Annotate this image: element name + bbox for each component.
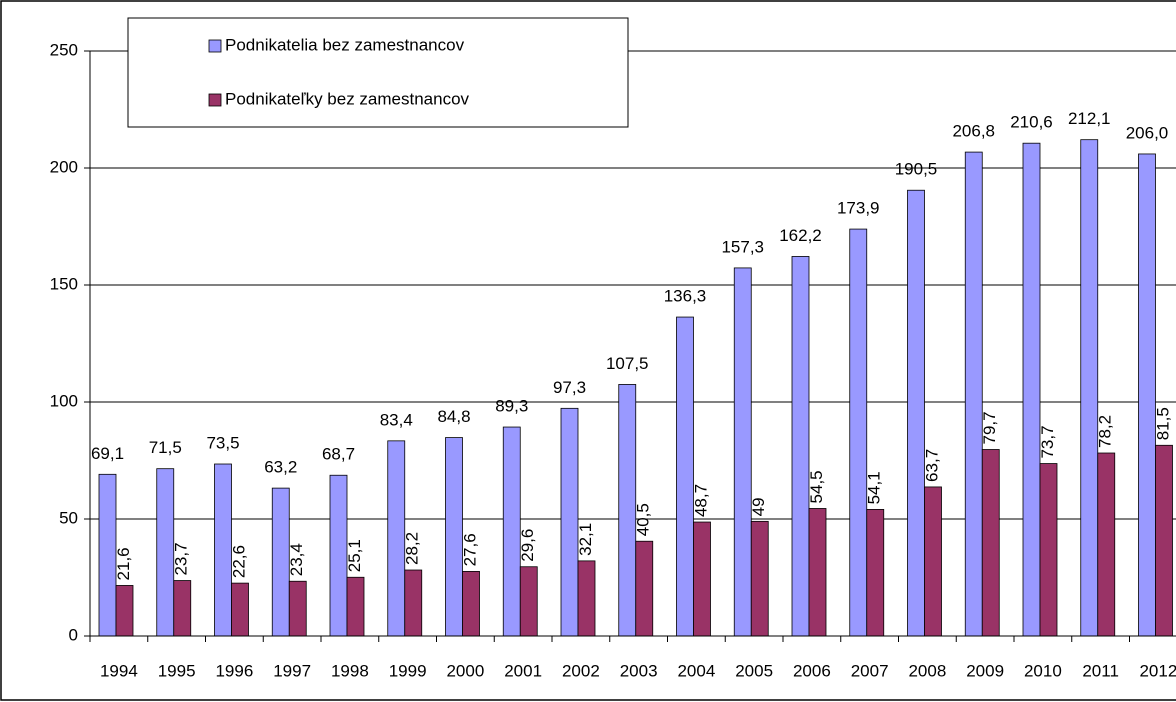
value-label: 71,5 bbox=[149, 438, 182, 457]
value-label: 210,6 bbox=[1010, 113, 1053, 132]
value-label: 73,5 bbox=[206, 433, 239, 452]
value-label: 63,2 bbox=[264, 458, 297, 477]
x-tick-label: 2012 bbox=[1139, 661, 1176, 680]
value-label: 190,5 bbox=[895, 160, 938, 179]
y-tick-label: 0 bbox=[69, 625, 78, 644]
value-label: 68,7 bbox=[322, 445, 355, 464]
value-label: 173,9 bbox=[837, 199, 880, 218]
value-label: 48,7 bbox=[691, 484, 710, 517]
x-tick-label: 2008 bbox=[908, 661, 946, 680]
value-label: 49 bbox=[749, 497, 768, 516]
bar bbox=[791, 256, 810, 637]
value-label: 23,7 bbox=[172, 542, 191, 575]
bar bbox=[115, 585, 134, 637]
x-tick-label: 1996 bbox=[215, 661, 253, 680]
x-tick-label: 1997 bbox=[273, 661, 311, 680]
value-label: 28,2 bbox=[403, 532, 422, 565]
value-label: 73,7 bbox=[1038, 425, 1057, 458]
value-label: 29,6 bbox=[518, 529, 537, 562]
bar bbox=[1138, 153, 1156, 637]
bar bbox=[1080, 139, 1099, 637]
x-tick-label: 2011 bbox=[1082, 661, 1119, 680]
bar bbox=[981, 449, 1000, 637]
bar bbox=[849, 228, 868, 637]
bar bbox=[1022, 142, 1041, 637]
value-label: 63,7 bbox=[922, 449, 941, 482]
x-tick-label: 1994 bbox=[100, 661, 138, 680]
value-label: 27,6 bbox=[460, 533, 479, 566]
value-label: 40,5 bbox=[634, 503, 653, 536]
x-tick-label: 2006 bbox=[793, 661, 831, 680]
x-tick-label: 2007 bbox=[851, 661, 889, 680]
bar bbox=[1039, 463, 1058, 637]
bar bbox=[560, 407, 579, 637]
x-tick-label: 2009 bbox=[966, 661, 1004, 680]
bar bbox=[866, 509, 885, 637]
y-tick-label: 200 bbox=[50, 157, 78, 176]
value-label: 206,0 bbox=[1126, 123, 1169, 142]
value-label: 32,1 bbox=[576, 523, 595, 556]
value-label: 212,1 bbox=[1068, 109, 1111, 128]
bar bbox=[577, 560, 596, 637]
value-label: 89,3 bbox=[495, 397, 528, 416]
bar bbox=[404, 569, 423, 637]
legend-label: Podnikatelia bez zamestnancov bbox=[225, 35, 465, 54]
y-tick-label: 150 bbox=[50, 274, 78, 293]
x-tick-label: 1995 bbox=[158, 661, 196, 680]
bar bbox=[462, 571, 480, 637]
bar bbox=[964, 151, 983, 637]
value-label: 84,8 bbox=[437, 407, 470, 426]
bar bbox=[924, 486, 942, 637]
bar bbox=[676, 316, 694, 637]
value-label: 206,8 bbox=[952, 122, 995, 141]
bar bbox=[231, 582, 249, 637]
value-label: 107,5 bbox=[606, 354, 649, 373]
value-label: 22,6 bbox=[229, 545, 248, 578]
x-tick-label: 1999 bbox=[389, 661, 427, 680]
bar bbox=[1097, 452, 1116, 637]
x-tick-label: 1998 bbox=[331, 661, 369, 680]
y-tick-label: 250 bbox=[50, 40, 78, 59]
bar bbox=[693, 521, 711, 637]
value-label: 78,2 bbox=[1096, 415, 1115, 448]
bar bbox=[519, 566, 538, 637]
bar bbox=[635, 540, 654, 637]
x-tick-label: 2000 bbox=[446, 661, 484, 680]
value-label: 21,6 bbox=[114, 547, 133, 580]
value-label: 83,4 bbox=[380, 410, 413, 429]
x-tick-label: 2010 bbox=[1024, 661, 1062, 680]
y-tick-label: 50 bbox=[59, 508, 78, 527]
value-label: 157,3 bbox=[721, 237, 764, 256]
value-label: 162,2 bbox=[779, 226, 822, 245]
legend-box bbox=[127, 17, 629, 128]
value-label: 79,7 bbox=[980, 411, 999, 444]
x-tick-label: 2005 bbox=[735, 661, 773, 680]
x-tick-label: 2001 bbox=[504, 661, 542, 680]
value-label: 54,1 bbox=[865, 471, 884, 504]
legend-label: Podnikateľky bez zamestnancov bbox=[225, 89, 470, 108]
y-tick-label: 100 bbox=[50, 391, 78, 410]
x-tick-label: 2002 bbox=[562, 661, 600, 680]
value-label: 136,3 bbox=[664, 287, 707, 306]
bar bbox=[750, 520, 769, 637]
value-label: 54,5 bbox=[807, 470, 826, 503]
value-label: 69,1 bbox=[91, 444, 124, 463]
bar bbox=[907, 189, 925, 637]
bar bbox=[1155, 444, 1173, 637]
x-tick-label: 2003 bbox=[620, 661, 658, 680]
bar bbox=[733, 267, 752, 637]
bar bbox=[288, 580, 307, 637]
value-label: 23,4 bbox=[287, 543, 306, 576]
bar bbox=[346, 576, 365, 637]
x-tick-label: 2004 bbox=[677, 661, 715, 680]
bar bbox=[808, 508, 827, 637]
legend-swatch bbox=[208, 93, 222, 107]
value-label: 97,3 bbox=[553, 378, 586, 397]
legend-swatch bbox=[208, 39, 222, 53]
value-label: 25,1 bbox=[345, 539, 364, 572]
bar bbox=[173, 580, 192, 637]
value-label: 81,5 bbox=[1153, 407, 1172, 440]
